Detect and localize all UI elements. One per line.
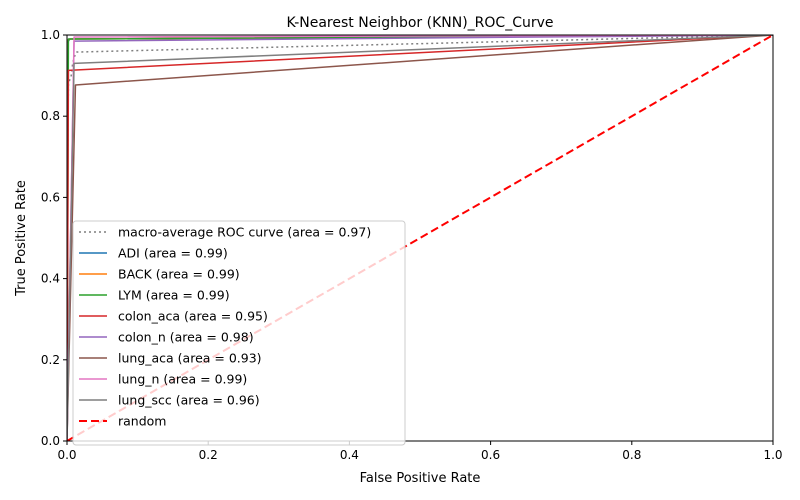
y-tick-label: 0.6 [41,190,60,204]
x-tick-label: 1.0 [763,448,782,462]
y-tick-label: 0.8 [41,109,60,123]
legend-box [72,220,406,446]
y-axis: 0.0 0.2 0.4 0.6 0.8 1.0 [41,28,67,448]
series-line-0 [67,35,773,441]
y-axis-label: True Positive Rate [14,180,29,297]
y-tick-label: 0.4 [41,272,60,286]
legend: macro-average ROC curve (area = 0.97) ADI… [72,220,406,446]
x-tick-label: 0.6 [481,448,500,462]
y-tick-label: 0.0 [41,434,60,448]
y-tick-label: 0.2 [41,353,60,367]
series-line-8 [67,35,773,441]
legend-entry-label: colon_aca (area = 0.95) [118,309,268,324]
legend-entry-label: ADI (area = 0.99) [118,246,228,261]
x-tick-label: 0.4 [340,448,359,462]
x-tick-label: 0.2 [199,448,218,462]
legend-entry-label: colon_n (area = 0.98) [118,330,254,345]
legend-entry-label: lung_scc (area = 0.96) [118,393,260,408]
chart-title: K-Nearest Neighbor (KNN)_ROC_Curve [287,15,554,31]
x-axis-label: False Positive Rate [360,471,481,486]
series-lines [67,35,773,441]
legend-entry-label: BACK (area = 0.99) [118,267,240,282]
y-tick-label: 1.0 [41,28,60,42]
legend-entry-label: macro-average ROC curve (area = 0.97) [118,225,371,240]
legend-entry-label: lung_n (area = 0.99) [118,372,247,387]
x-tick-label: 0.0 [57,448,76,462]
legend-entry-label: lung_aca (area = 0.93) [118,351,262,366]
legend-entry-label: LYM (area = 0.99) [118,288,230,303]
plot-area [66,34,774,442]
legend-entry-label: random [118,414,166,429]
plot-frame [66,34,774,442]
x-tick-label: 0.8 [622,448,641,462]
